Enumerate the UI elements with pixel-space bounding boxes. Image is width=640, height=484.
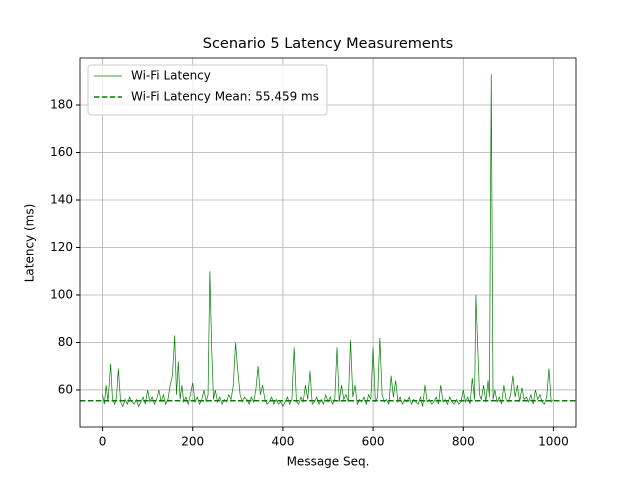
legend: Wi-Fi Latency Wi-Fi Latency Mean: 55.459 … [87,64,328,116]
x-tick-label: 0 [99,435,107,449]
x-tick-label: 200 [181,435,204,449]
y-tick-label: 140 [50,192,73,206]
y-axis-label: Latency (ms) [23,204,37,283]
y-tick-label: 120 [50,240,73,254]
legend-box [87,64,328,116]
y-tick-label: 100 [50,287,73,301]
x-tick-label: 600 [362,435,385,449]
x-tick-label: 400 [271,435,294,449]
plot-frame [79,57,577,428]
x-tick-label: 1000 [538,435,569,449]
y-tick-label: 180 [50,98,73,112]
data-line [102,74,554,408]
y-tick-label: 160 [50,145,73,159]
x-axis-label: Message Seq. [287,455,370,469]
y-tick-label: 80 [58,335,73,349]
chart-title: Scenario 5 Latency Measurements [203,36,454,52]
legend-label: Wi-Fi Latency Mean: 55.459 ms [131,90,319,104]
y-tick-label: 60 [58,382,73,396]
x-tick-label: 800 [452,435,475,449]
legend-label: Wi-Fi Latency [131,69,211,83]
